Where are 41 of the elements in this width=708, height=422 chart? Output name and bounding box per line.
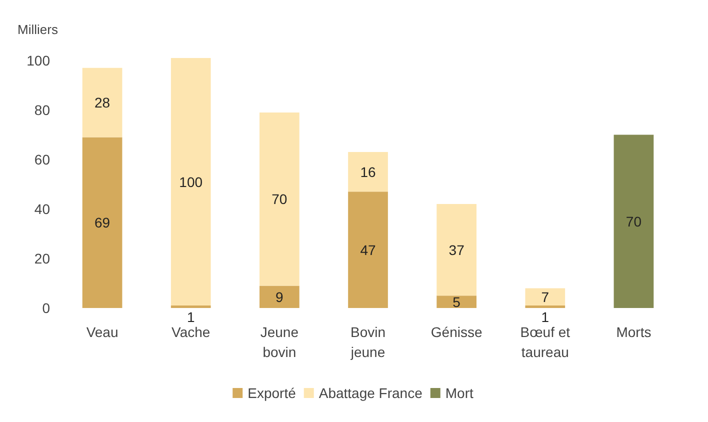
- data-label: 70: [272, 191, 288, 208]
- bar: [348, 152, 388, 192]
- data-label: 5: [452, 294, 461, 310]
- bar: [260, 112, 300, 286]
- bar: [436, 296, 476, 308]
- y-tick-label: 20: [34, 250, 50, 266]
- data-label: 70: [626, 213, 642, 230]
- legend-label: Abattage France: [318, 385, 423, 401]
- bar: [170, 58, 211, 306]
- y-axis-title: Milliers: [18, 22, 58, 37]
- bar: [525, 288, 566, 306]
- bar: [260, 286, 300, 308]
- y-tick-label: 0: [42, 300, 50, 316]
- bar: [82, 137, 122, 308]
- x-tick-label: Bovin jeune: [350, 324, 386, 360]
- data-label: 1: [186, 309, 195, 325]
- y-tick-label: 40: [34, 200, 50, 217]
- data-label: 1: [541, 309, 550, 325]
- bar: [436, 204, 476, 296]
- data-label: 9: [276, 288, 284, 305]
- legend-label: Mort: [445, 385, 474, 401]
- bar: [348, 192, 388, 308]
- x-tick-label: Génisse: [430, 324, 482, 340]
- y-tick-label: 100: [26, 52, 50, 68]
- data-label: 16: [360, 164, 376, 180]
- y-tick-label: 80: [34, 102, 50, 118]
- x-tick-label: Jeune bovin: [260, 324, 299, 360]
- bar: [614, 134, 654, 308]
- data-label: 28: [94, 94, 110, 111]
- data-label: 7: [541, 288, 550, 305]
- x-tick-label: Morts: [616, 324, 652, 340]
- x-tick-label: Veau: [86, 324, 118, 340]
- y-tick-label: 60: [34, 151, 50, 168]
- legend-label: Exporté: [248, 385, 296, 401]
- data-label: 69: [94, 214, 110, 231]
- data-label: 47: [360, 242, 376, 258]
- x-tick-label: Vache: [172, 324, 210, 340]
- x-tick-label: Bœuf et taureau: [520, 324, 570, 360]
- bar: [82, 68, 122, 138]
- data-label: 37: [448, 242, 465, 258]
- data-label: 100: [179, 174, 203, 190]
